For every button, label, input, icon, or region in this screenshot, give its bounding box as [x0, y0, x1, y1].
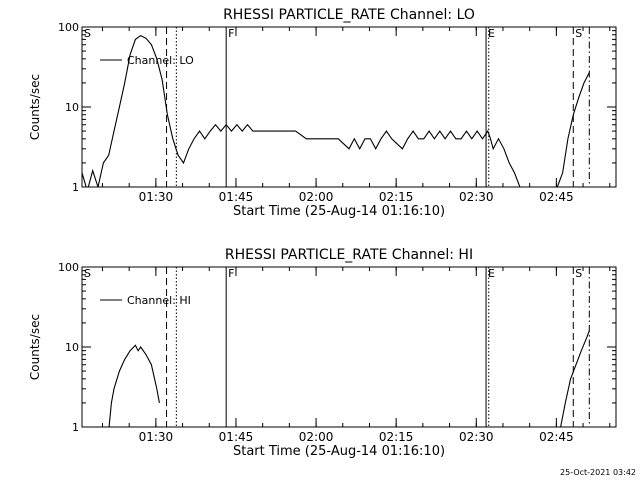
event-marker-label: E	[488, 267, 495, 280]
y-tick-label: 10	[65, 101, 79, 114]
plot-frame	[81, 266, 617, 428]
x-tick-label: 02:15	[379, 430, 414, 444]
chart-title: RHESSI PARTICLE_RATE Channel: LO	[223, 7, 475, 23]
event-marker-label: F	[228, 267, 234, 280]
plot-frame	[81, 26, 617, 188]
x-tick-label: 02:30	[459, 430, 494, 444]
y-tick-label: 10	[65, 341, 79, 354]
x-tick-label: 02:15	[379, 190, 414, 204]
series-line	[560, 330, 590, 427]
event-marker-label: S	[575, 27, 582, 40]
y-axis-label: Counts/sec	[28, 314, 42, 380]
legend-label: Channel: HI	[127, 294, 191, 307]
y-tick-label: 1	[72, 181, 79, 194]
x-tick-label: 01:45	[219, 190, 254, 204]
x-axis-label: Start Time (25-Aug-14 01:16:10)	[233, 204, 445, 219]
event-marker-label: E	[488, 27, 495, 40]
y-tick-label: 100	[58, 21, 79, 34]
x-tick-label: 01:30	[139, 430, 174, 444]
event-marker-label: S	[84, 27, 91, 40]
x-tick-label: 02:45	[539, 430, 574, 444]
y-tick-label: 100	[58, 261, 79, 274]
event-marker-label: S	[575, 267, 582, 280]
y-tick-label: 1	[72, 421, 79, 434]
panel-hi: RHESSI PARTICLE_RATE Channel: HI 1 10 100 Co…	[28, 247, 617, 459]
x-tick-label: 02:30	[459, 190, 494, 204]
event-marker-label: F	[228, 27, 234, 40]
footer-timestamp: 25-Oct-2021 03:42	[560, 468, 636, 477]
series-line	[108, 344, 160, 427]
x-tick-label: 02:00	[299, 190, 334, 204]
event-marker-label: S	[84, 267, 91, 280]
x-tick-label: 01:45	[219, 430, 254, 444]
x-tick-label: 02:45	[539, 190, 574, 204]
y-axis-label: Counts/sec	[28, 74, 42, 140]
legend-label: Channel: LO	[127, 54, 194, 67]
chart-title: RHESSI PARTICLE_RATE Channel: HI	[225, 247, 473, 263]
series-line	[82, 34, 590, 187]
x-tick-label: 02:00	[299, 430, 334, 444]
x-axis-label: Start Time (25-Aug-14 01:16:10)	[233, 444, 445, 459]
x-tick-label: 01:30	[139, 190, 174, 204]
panel-lo: RHESSI PARTICLE_RATE Channel: LO 1 10 100 Co…	[28, 7, 617, 219]
